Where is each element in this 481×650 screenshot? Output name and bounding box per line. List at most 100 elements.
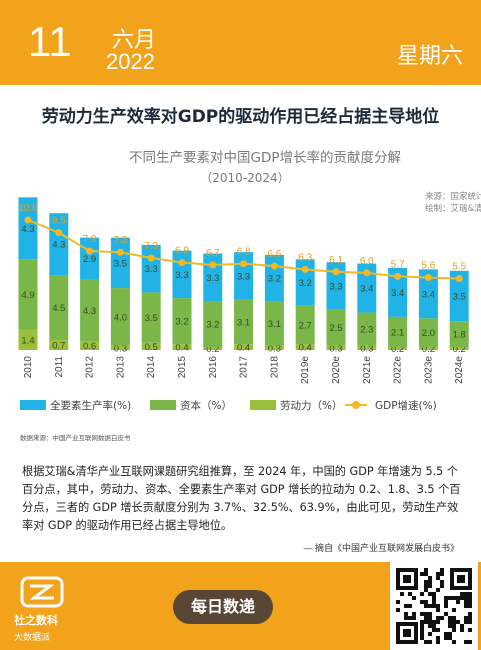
gdp-contribution-chart: 不同生产要素对中国GDP增长率的贡献度分解 （2010-2024） 来源：国家统… xyxy=(18,149,481,412)
bar-0-12 xyxy=(388,347,408,350)
qr-module xyxy=(424,600,428,604)
bar-value-label: 2.3 xyxy=(360,325,373,336)
qr-module xyxy=(452,620,456,624)
bar-value-label: 4.3 xyxy=(21,224,34,235)
gdp-line-group: 10.6 9.5 7.9 7.8 7.3 6.9 6.7 6.8 6.6 6.3 6.1 6.0 5.7… xyxy=(18,203,467,283)
qr-module xyxy=(452,628,456,632)
bar-value-label: 4.9 xyxy=(21,290,34,301)
qr-module xyxy=(452,624,456,628)
x-tick-label: 2010 xyxy=(23,356,34,379)
qr-module xyxy=(424,568,428,572)
x-tick-label: 2015 xyxy=(177,356,188,379)
bar-1-2 xyxy=(80,279,100,342)
qr-module xyxy=(432,620,436,624)
qr-module xyxy=(432,604,436,608)
qr-module xyxy=(468,592,472,596)
bar-0-9 xyxy=(295,344,315,350)
bar-1-7 xyxy=(234,299,254,345)
qr-module xyxy=(444,596,448,600)
qr-module xyxy=(432,596,436,600)
bar-value-label: 0.3 xyxy=(114,343,127,354)
qr-module xyxy=(420,572,424,576)
bar-value-label: 3.2 xyxy=(299,278,312,289)
qr-module xyxy=(444,604,448,608)
body-paragraph: 根据艾瑞&清华产业互联网课题研究组推算，至 2024 年，中国的 GDP 年增速… xyxy=(22,465,461,532)
bar-value-label: 0.5 xyxy=(145,342,158,353)
bar-1-0 xyxy=(18,259,38,330)
bar-value-label: 3.3 xyxy=(237,271,250,282)
bar-2-13 xyxy=(418,269,438,319)
x-tick-label: 2017 xyxy=(239,356,250,379)
bar-value-label: 3.4 xyxy=(391,288,404,299)
logo-text: 社之数科 xyxy=(14,614,58,627)
bar-0-7 xyxy=(234,344,254,350)
x-tick-label: 2024e xyxy=(454,356,465,384)
qr-module xyxy=(420,632,424,636)
gdp-value-label: 5.7 xyxy=(391,259,405,270)
gdp-point xyxy=(55,229,63,237)
bar-value-label: 2.5 xyxy=(329,323,342,334)
qr-module xyxy=(460,628,464,632)
qr-module xyxy=(464,640,468,644)
qr-module xyxy=(432,592,436,596)
qr-module xyxy=(464,592,468,596)
bar-value-label: 4.3 xyxy=(83,306,96,317)
bar-value-label: 0.2 xyxy=(453,344,466,355)
qr-module xyxy=(428,584,432,588)
bar-value-label: 2.9 xyxy=(83,254,96,265)
weekday-label: 星期六 xyxy=(396,44,463,69)
qr-module xyxy=(468,612,472,616)
qr-module xyxy=(420,612,424,616)
bar-value-label: 4.0 xyxy=(114,312,127,323)
qr-module xyxy=(428,616,432,620)
chart-source-line-2: 绘制：艾瑞&清华大学 xyxy=(425,203,481,214)
year-label: 2022 xyxy=(106,49,155,74)
qr-module xyxy=(436,628,440,632)
bar-value-label: 3.3 xyxy=(206,273,219,284)
qr-module xyxy=(448,636,452,640)
bar-value-label: 0.3 xyxy=(360,343,373,354)
gdp-point xyxy=(332,268,340,276)
qr-module xyxy=(452,608,456,612)
gdp-value-label: 6.3 xyxy=(298,252,312,263)
gdp-value-label: 7.3 xyxy=(144,241,158,252)
qr-module xyxy=(412,616,416,620)
bar-2-14 xyxy=(449,270,469,322)
bar-value-label: 1.4 xyxy=(21,335,34,346)
qr-module xyxy=(396,608,400,612)
qr-module xyxy=(452,640,456,644)
bar-2-1 xyxy=(49,213,69,276)
bar-value-label: 3.5 xyxy=(114,258,127,269)
daily-digest-button[interactable]: 每日数递 xyxy=(173,590,273,624)
legend-label: 劳动力（%） xyxy=(280,399,342,412)
qr-module xyxy=(468,620,472,624)
gdp-point xyxy=(455,275,463,283)
qr-module xyxy=(420,600,424,604)
qr-module xyxy=(464,596,468,600)
qr-module xyxy=(424,640,428,644)
x-tick-label: 2021e xyxy=(362,356,373,384)
bar-1-4 xyxy=(141,292,161,343)
qr-module xyxy=(420,592,424,596)
gdp-value-label: 5.5 xyxy=(452,262,466,273)
qr-module xyxy=(468,616,472,620)
bar-value-label: 3.2 xyxy=(175,317,188,328)
x-tick-label: 2012 xyxy=(85,356,96,379)
qr-module xyxy=(436,572,440,576)
qr-module xyxy=(436,608,440,612)
gdp-value-label: 6.9 xyxy=(175,246,189,257)
bar-value-label: 3.3 xyxy=(329,281,342,292)
legend-swatch-dot xyxy=(352,401,360,409)
date-header: 11 六月 2022 星期六 xyxy=(0,0,481,85)
qr-module xyxy=(424,580,428,584)
qr-module xyxy=(448,620,452,624)
qr-module xyxy=(432,600,436,604)
qr-module xyxy=(412,596,416,600)
qr-module xyxy=(464,604,468,608)
qr-module xyxy=(444,632,448,636)
qr-module xyxy=(404,612,408,616)
qr-module xyxy=(460,596,464,600)
qr-module xyxy=(440,580,444,584)
bar-1-8 xyxy=(264,301,284,346)
bar-value-label: 2.7 xyxy=(299,320,312,331)
